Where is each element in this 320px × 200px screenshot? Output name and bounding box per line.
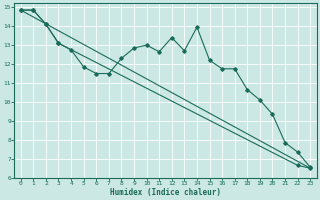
X-axis label: Humidex (Indice chaleur): Humidex (Indice chaleur) — [110, 188, 221, 197]
